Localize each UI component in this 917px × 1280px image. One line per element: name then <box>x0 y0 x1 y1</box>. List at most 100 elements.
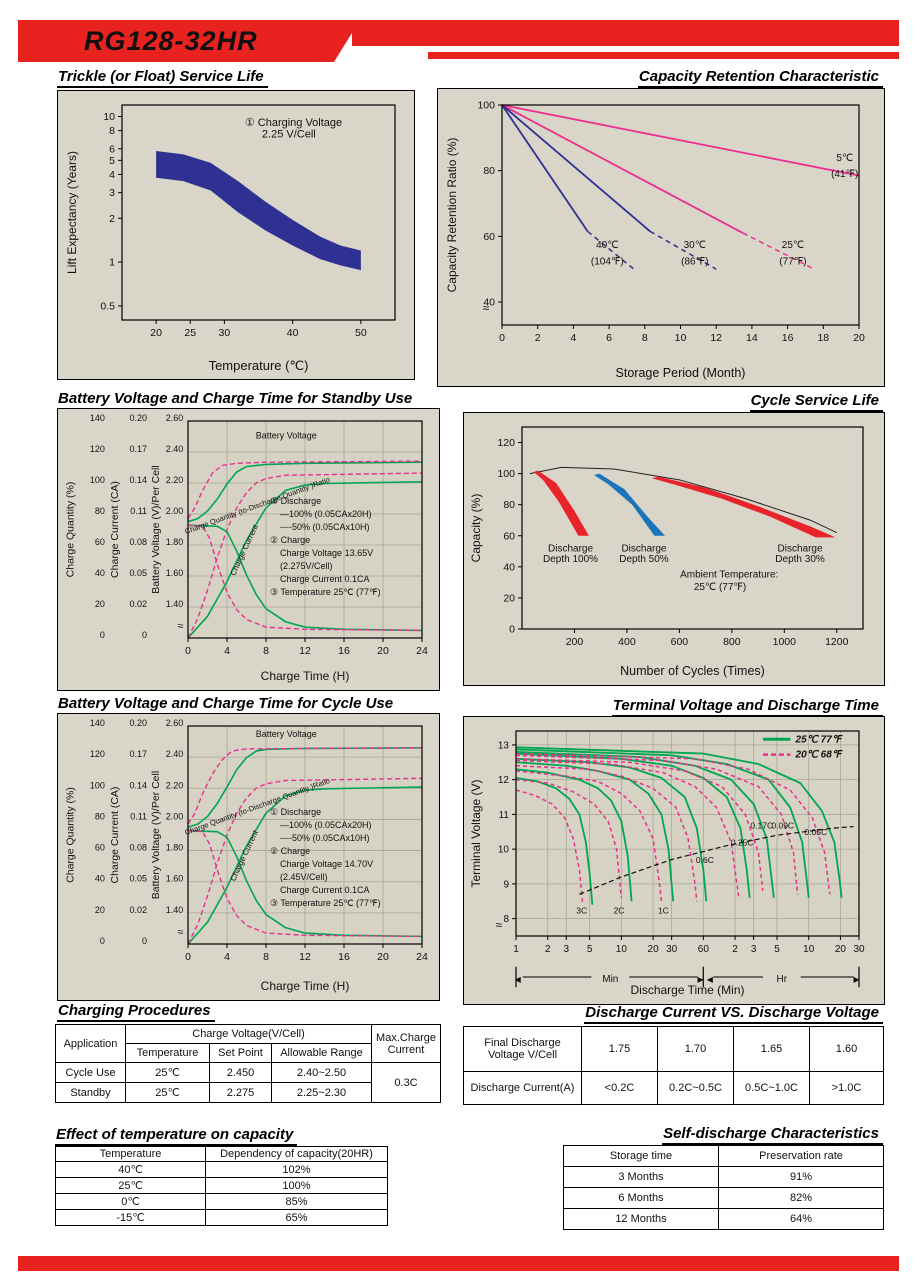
svg-text:2.60: 2.60 <box>166 718 184 728</box>
svg-text:4: 4 <box>570 332 576 344</box>
svg-text:Capacity Retention Ratio (%): Capacity Retention Ratio (%) <box>445 138 459 293</box>
panel-trickle-service-life: 20 25 30 40 50 0.5 1 2 3 4 5 6 8 10 ① Charging Voltage… <box>57 90 415 380</box>
svg-text:20: 20 <box>95 905 105 915</box>
header-underline <box>428 52 899 59</box>
svg-text:5: 5 <box>109 155 115 167</box>
svg-text:3C: 3C <box>576 905 587 915</box>
self-header: Storage time <box>563 1145 719 1167</box>
svg-text:16: 16 <box>782 332 794 344</box>
svg-text:100: 100 <box>477 100 495 112</box>
svg-text:≈: ≈ <box>483 301 490 315</box>
discharge-cell: 0.5C~1.0C <box>733 1071 810 1105</box>
svg-text:2: 2 <box>732 944 738 955</box>
svg-text:60: 60 <box>483 231 495 243</box>
charging-cell: 2.25~2.30 <box>270 1082 373 1103</box>
panel-capacity-retention: 0 2 4 6 8 10 12 14 16 18 20 40 60 80 100 5℃ (41℉) 40℃ (104… <box>437 88 885 387</box>
svg-text:20: 20 <box>377 951 389 963</box>
table-row: Cycle Use 25℃ 2.450 2.40~2.50 0.3C <box>55 1062 442 1103</box>
capacity-retention-chart: 0 2 4 6 8 10 12 14 16 18 20 40 60 80 100 5℃ (41℉) 40℃ (104… <box>445 100 865 381</box>
svg-text:0.05: 0.05 <box>130 568 148 578</box>
table-row: Discharge Current(A) <0.2C 0.2C~0.5C 0.5… <box>463 1071 884 1105</box>
svg-text:2C: 2C <box>614 905 625 915</box>
svg-text:Discharge: Discharge <box>621 543 666 554</box>
svg-text:140: 140 <box>90 718 105 728</box>
svg-text:40: 40 <box>503 561 515 573</box>
cycle-charge-annotation: ① Discharge —100% (0.05CAx20H) ----50% (… <box>270 807 381 909</box>
charging-cell: 2.450 <box>209 1062 272 1083</box>
svg-text:4: 4 <box>224 951 230 963</box>
cycle-service-life-chart: 200 400 600 800 1000 1200 0 20 40 60 80 100 120 Disch… <box>469 426 864 678</box>
panel-cycle-charge: 0 4 8 12 16 20 24 2.60 2.40 2.20 2.00 1.80 1.60 1.40 ≈… <box>57 713 440 1001</box>
svg-text:8: 8 <box>503 914 509 925</box>
svg-text:▶: ▶ <box>854 975 861 984</box>
svg-text:8: 8 <box>263 645 269 657</box>
svg-text:Charge Quantity (%): Charge Quantity (%) <box>64 787 76 883</box>
svg-text:0.20: 0.20 <box>130 413 148 423</box>
svg-text:1.80: 1.80 <box>166 537 184 547</box>
svg-text:1.60: 1.60 <box>166 874 184 884</box>
svg-text:≈: ≈ <box>496 918 503 932</box>
svg-text:0.14: 0.14 <box>130 475 148 485</box>
svg-text:60: 60 <box>95 537 105 547</box>
svg-text:400: 400 <box>618 636 636 648</box>
svg-text:30: 30 <box>853 944 865 955</box>
effect-cell: 100% <box>205 1177 388 1194</box>
svg-text:Depth 100%: Depth 100% <box>543 554 598 565</box>
svg-text:2: 2 <box>109 213 115 225</box>
svg-text:25℃ (77℉): 25℃ (77℉) <box>694 582 746 593</box>
svg-text:1.40: 1.40 <box>166 905 184 915</box>
svg-text:800: 800 <box>723 636 741 648</box>
svg-text:0.14: 0.14 <box>130 780 148 790</box>
effect-cell: 102% <box>205 1161 388 1178</box>
charging-header-max-current: Max.Charge Current <box>371 1024 442 1063</box>
svg-text:0.09C: 0.09C <box>771 820 794 830</box>
svg-text:(77℉): (77℉) <box>779 256 806 267</box>
svg-text:2: 2 <box>535 332 541 344</box>
svg-text:Min: Min <box>602 974 618 985</box>
charging-cell: Cycle Use <box>55 1062 126 1083</box>
svg-text:80: 80 <box>95 506 105 516</box>
svg-text:50: 50 <box>355 327 367 339</box>
table-row: 6 Months 82% <box>563 1187 884 1209</box>
svg-text:0.08: 0.08 <box>130 843 148 853</box>
svg-text:Ambient Temperature:: Ambient Temperature: <box>680 570 778 581</box>
svg-text:1: 1 <box>109 257 115 269</box>
svg-text:10: 10 <box>103 111 115 123</box>
svg-text:2.40: 2.40 <box>166 749 184 759</box>
svg-text:20: 20 <box>377 645 389 657</box>
svg-text:12: 12 <box>710 332 722 344</box>
svg-text:① Charging Voltage: ① Charging Voltage <box>245 117 342 129</box>
svg-text:Hr: Hr <box>777 974 788 985</box>
self-cell: 12 Months <box>563 1208 719 1230</box>
svg-text:Discharge Time (Min): Discharge Time (Min) <box>630 983 744 997</box>
heading-terminal-voltage: Terminal Voltage and Discharge Time <box>611 697 883 717</box>
svg-text:1.40: 1.40 <box>166 599 184 609</box>
heading-standby-charge: Battery Voltage and Charge Time for Stan… <box>57 390 417 410</box>
svg-text:0.05C: 0.05C <box>804 827 827 837</box>
svg-text:0: 0 <box>509 624 515 636</box>
charging-header-application: Application <box>55 1024 126 1063</box>
heading-trickle: Trickle (or Float) Service Life <box>57 68 268 88</box>
svg-text:10: 10 <box>498 845 510 856</box>
self-cell: 91% <box>718 1166 884 1188</box>
svg-text:600: 600 <box>671 636 689 648</box>
svg-text:Charge Time (H): Charge Time (H) <box>261 979 350 993</box>
svg-text:≈: ≈ <box>177 620 183 632</box>
charging-cell: 2.40~2.50 <box>270 1062 373 1083</box>
table-row: Final Discharge Voltage V/Cell 1.75 1.70… <box>463 1026 884 1072</box>
table-row: Standby 25℃ 2.275 2.25~2.30 <box>55 1082 441 1103</box>
header-band <box>352 20 899 46</box>
standby-charge-annotation: ① Discharge —100% (0.05CAx20H) ----50% (… <box>270 496 381 598</box>
svg-text:0.17: 0.17 <box>130 444 148 454</box>
svg-text:60: 60 <box>698 944 710 955</box>
svg-text:Battery Voltage (V)/Per Cell: Battery Voltage (V)/Per Cell <box>150 465 162 593</box>
table-row: -15℃ 65% <box>55 1209 388 1226</box>
charging-header-temperature: Temperature <box>125 1043 210 1063</box>
panel-terminal-voltage: 1 2 3 5 10 20 30 60 2 3 5 10 20 30 8 9 10 11 12 13 25℃ 77℉ 20… <box>463 716 885 1005</box>
footer-bar <box>18 1256 899 1271</box>
svg-text:12: 12 <box>299 951 311 963</box>
svg-text:20: 20 <box>835 944 847 955</box>
svg-text:(86℉): (86℉) <box>681 256 708 267</box>
svg-text:60: 60 <box>503 530 515 542</box>
effect-cell: 0℃ <box>55 1193 206 1210</box>
